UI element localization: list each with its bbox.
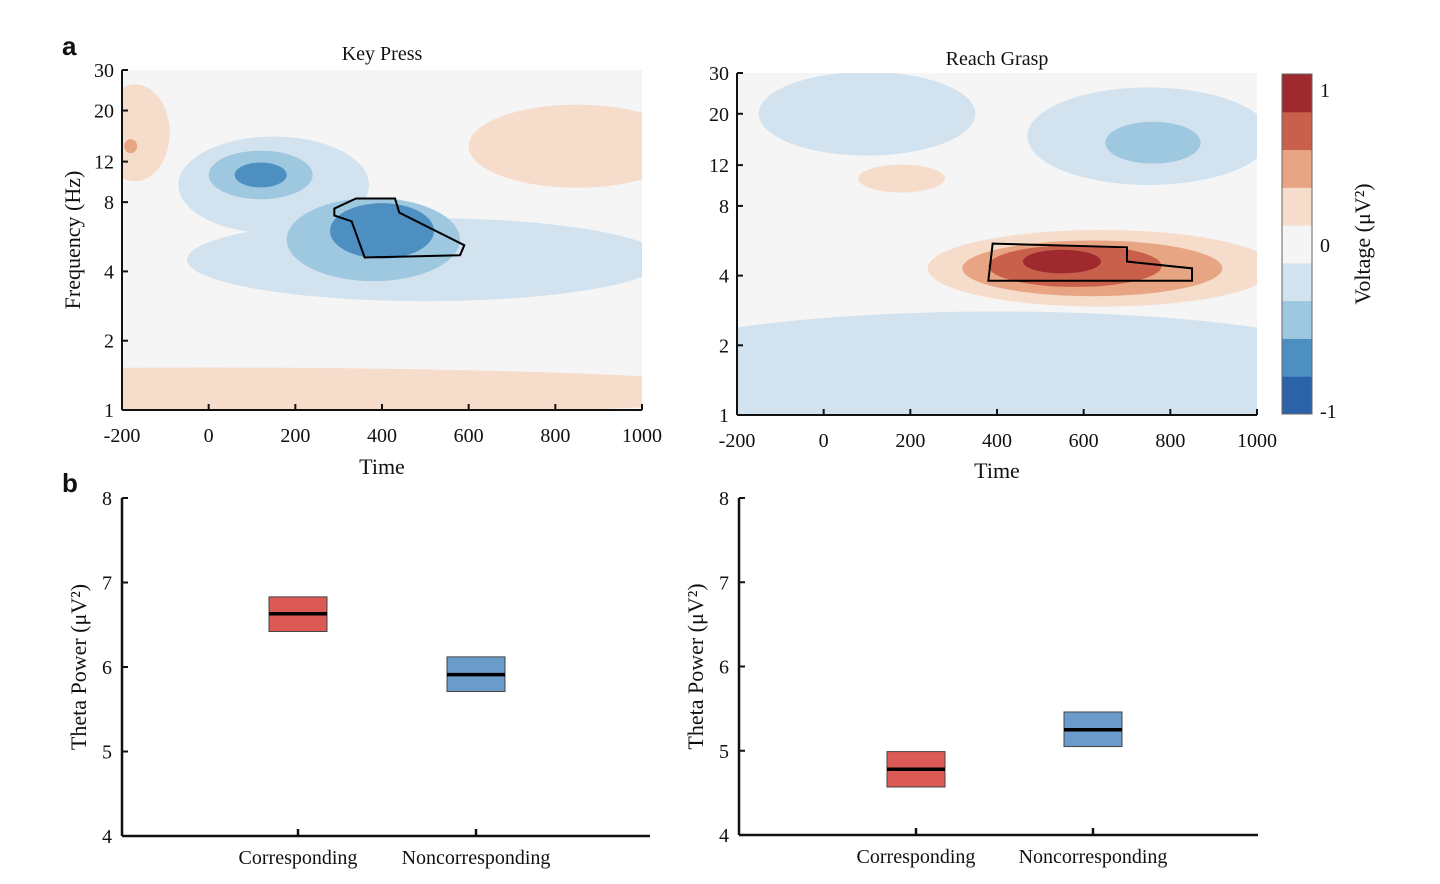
- y-tick-label: 8: [102, 488, 112, 510]
- colorbar-bin: [1282, 187, 1312, 226]
- colorbar-bin: [1282, 262, 1312, 302]
- y-tick-label: 12: [94, 152, 114, 174]
- colorbar-bin: [1282, 376, 1312, 415]
- category-label: Corresponding: [239, 847, 358, 869]
- y-tick-label: 12: [709, 155, 729, 177]
- y-tick-label: 1: [104, 400, 114, 422]
- contour-region: [122, 367, 642, 410]
- significant-cluster-outline: [333, 197, 466, 259]
- chart-title: Reach Grasp: [946, 48, 1049, 70]
- y-tick-label: 7: [719, 572, 729, 594]
- x-tick-label: 800: [1155, 430, 1185, 452]
- y-tick-label: 2: [104, 331, 114, 353]
- y-tick-label: 20: [94, 101, 114, 123]
- x-axis-label: Time: [974, 458, 1020, 483]
- y-tick-label: 8: [104, 192, 114, 214]
- x-tick-label: 1000: [622, 425, 662, 447]
- contour-region: [758, 73, 976, 156]
- y-axis-label: Theta Power (μV²): [683, 583, 708, 749]
- y-axis-label: Theta Power (μV²): [66, 584, 91, 750]
- x-tick-label: 0: [204, 425, 214, 447]
- y-tick-label: 4: [719, 266, 729, 288]
- colorbar-tick-label: 0: [1320, 235, 1330, 257]
- x-tick-label: 600: [454, 425, 484, 447]
- contour-region: [122, 84, 170, 182]
- panel-label-a: a: [62, 31, 77, 61]
- colorbar-tick-label: -1: [1320, 401, 1337, 423]
- x-tick-label: -200: [104, 425, 141, 447]
- contour-region: [1023, 249, 1101, 274]
- colorbar-label: Voltage (μV²): [1350, 183, 1375, 304]
- y-tick-label: 30: [709, 63, 729, 85]
- y-tick-label: 4: [102, 826, 112, 848]
- contour-region: [124, 139, 138, 154]
- colorbar-frame: [1281, 73, 1313, 415]
- y-tick-label: 2: [719, 335, 729, 357]
- x-tick-label: 400: [982, 430, 1012, 452]
- y-tick-label: 4: [719, 825, 729, 847]
- panel-label-b: b: [62, 468, 78, 498]
- y-tick-label: 6: [102, 657, 112, 679]
- x-tick-label: 400: [367, 425, 397, 447]
- colorbar-bin: [1282, 74, 1312, 113]
- colorbar-bin: [1282, 111, 1312, 151]
- colorbar-bin: [1282, 300, 1312, 339]
- category-label: Noncorresponding: [402, 847, 551, 869]
- y-tick-label: 5: [719, 741, 729, 763]
- x-tick-label: -200: [719, 430, 756, 452]
- y-tick-label: 4: [104, 261, 114, 283]
- contour-region: [858, 164, 946, 193]
- y-tick-label: 6: [719, 657, 729, 679]
- heatmap-0: [122, 70, 642, 410]
- colorbar-tick-label: 1: [1320, 80, 1330, 102]
- x-axis-label: Time: [359, 454, 405, 479]
- y-axis-label: Frequency (Hz): [60, 171, 85, 310]
- contour-region: [330, 203, 434, 259]
- y-tick-label: 1: [719, 405, 729, 427]
- heatmap-1: [737, 73, 1257, 415]
- y-tick-label: 8: [719, 196, 729, 218]
- contour-region: [234, 162, 287, 188]
- y-tick-label: 30: [94, 60, 114, 82]
- colorbar-bin: [1282, 225, 1312, 264]
- chart-title: Key Press: [342, 43, 423, 65]
- y-tick-label: 8: [719, 488, 729, 510]
- x-tick-label: 600: [1069, 430, 1099, 452]
- y-tick-label: 5: [102, 742, 112, 764]
- x-tick-label: 200: [895, 430, 925, 452]
- x-tick-label: 1000: [1237, 430, 1277, 452]
- x-tick-label: 200: [280, 425, 310, 447]
- y-tick-label: 7: [102, 573, 112, 595]
- colorbar-bin: [1282, 149, 1312, 188]
- category-label: Corresponding: [857, 846, 976, 868]
- contour-region: [737, 311, 1257, 415]
- x-tick-label: 800: [540, 425, 570, 447]
- significant-cluster-outline: [987, 242, 1193, 282]
- y-tick-label: 20: [709, 104, 729, 126]
- contour-region: [1105, 121, 1201, 164]
- x-tick-label: 0: [819, 430, 829, 452]
- category-label: Noncorresponding: [1019, 846, 1168, 868]
- contour-region: [468, 104, 642, 188]
- colorbar-bin: [1282, 338, 1312, 377]
